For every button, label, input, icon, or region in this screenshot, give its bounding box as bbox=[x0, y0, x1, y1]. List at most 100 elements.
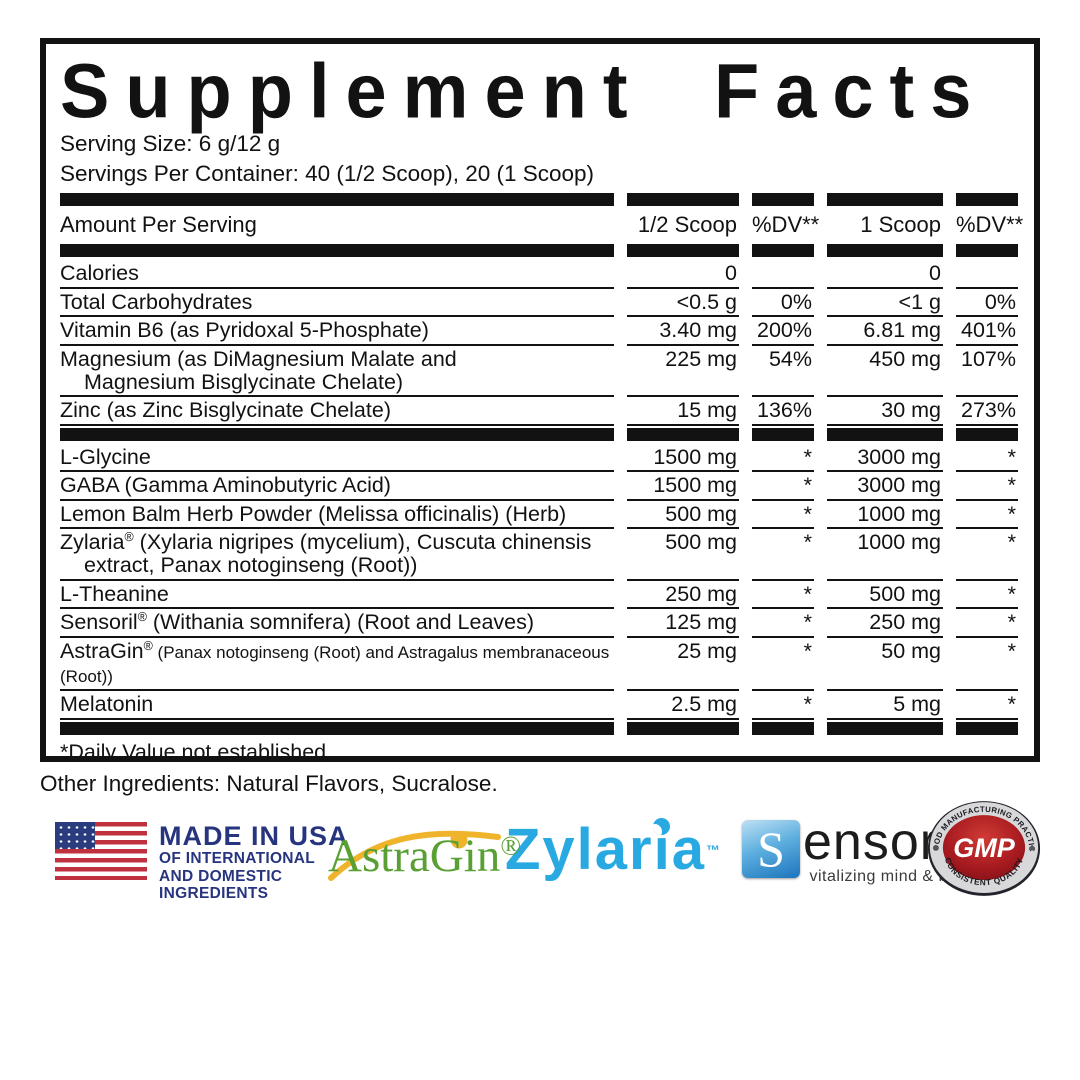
astragin-swoosh-icon bbox=[328, 830, 501, 881]
dv-half-scoop bbox=[752, 260, 814, 289]
table-row-zinc: Zinc (as Zinc Bisglycinate Chelate) 15 m… bbox=[60, 397, 1018, 426]
amount-half-scoop: 500 mg bbox=[627, 501, 739, 529]
divider-bar-segment bbox=[60, 244, 614, 257]
table-row-zylaria: Zylaria® (Xylaria nigripes (mycelium), C… bbox=[60, 529, 1018, 581]
divider-bar-segment bbox=[827, 193, 943, 206]
amount-half-scoop: 500 mg bbox=[627, 529, 739, 581]
dv-one-scoop bbox=[956, 260, 1018, 289]
amount-one-scoop: 5 mg bbox=[827, 691, 943, 720]
made-in-usa-logo: MADE IN USA OF INTERNATIONAL AND DOMESTI… bbox=[55, 822, 349, 903]
zylaria-logo: Zylarıa™ bbox=[505, 818, 722, 882]
divider-bar-segment bbox=[956, 244, 1018, 257]
amount-one-scoop: <1 g bbox=[827, 289, 943, 317]
divider-bar-segment bbox=[827, 721, 943, 735]
dv-half-scoop: * bbox=[752, 581, 814, 609]
dv-one-scoop: * bbox=[956, 691, 1018, 720]
amount-one-scoop: 3000 mg bbox=[827, 444, 943, 472]
ingredient-name: Calories bbox=[60, 260, 614, 289]
ingredient-name: Vitamin B6 (as Pyridoxal 5-Phosphate) bbox=[60, 317, 614, 346]
divider-bar bbox=[60, 244, 1018, 257]
table-row-glycine: L-Glycine 1500 mg * 3000 mg * bbox=[60, 444, 1018, 472]
other-ingredients: Other Ingredients: Natural Flavors, Sucr… bbox=[40, 771, 498, 796]
amount-one-scoop: 500 mg bbox=[827, 581, 943, 609]
table-header-row: Amount Per Serving 1/2 Scoop %DV** 1 Sco… bbox=[60, 209, 1024, 242]
dv-half-scoop: * bbox=[752, 501, 814, 529]
dv-half-scoop: * bbox=[752, 691, 814, 720]
divider-bar-segment bbox=[752, 244, 814, 257]
gmp-seal-icon: GOOD MANUFACTURING PRACTICE CONSISTENT Q… bbox=[923, 792, 1041, 896]
divider-bar-segment bbox=[956, 427, 1018, 441]
header-dv-2: %DV** bbox=[956, 212, 1024, 237]
divider-bar-segment bbox=[627, 427, 739, 441]
amount-half-scoop: <0.5 g bbox=[627, 289, 739, 317]
divider-bar bbox=[60, 721, 1018, 735]
made-in-usa-text: MADE IN USA OF INTERNATIONAL AND DOMESTI… bbox=[159, 821, 349, 902]
ingredient-name: L-Theanine bbox=[60, 581, 614, 609]
amount-half-scoop: 1500 mg bbox=[627, 444, 739, 472]
facts-table: Amount Per Serving 1/2 Scoop %DV** 1 Sco… bbox=[60, 193, 1024, 762]
supplement-facts-panel: Supplement Facts Serving Size: 6 g/12 g … bbox=[40, 38, 1040, 762]
table-row-gaba: GABA (Gamma Aminobutyric Acid) 1500 mg *… bbox=[60, 472, 1018, 501]
ingredient-name: Zinc (as Zinc Bisglycinate Chelate) bbox=[60, 397, 614, 426]
dv-half-scoop: 54% bbox=[752, 346, 814, 397]
divider-bar-segment bbox=[627, 193, 739, 206]
divider-bar bbox=[60, 193, 1018, 206]
dv-one-scoop: * bbox=[956, 638, 1018, 691]
amount-one-scoop: 50 mg bbox=[827, 638, 943, 691]
ingredient-name: Total Carbohydrates bbox=[60, 289, 614, 317]
dv-half-scoop: 136% bbox=[752, 397, 814, 426]
dv-one-scoop: * bbox=[956, 472, 1018, 501]
dv-one-scoop: 401% bbox=[956, 317, 1018, 346]
divider-bar-segment bbox=[752, 193, 814, 206]
ingredient-name: Zylaria® (Xylaria nigripes (mycelium), C… bbox=[60, 529, 614, 581]
svg-text:GMP: GMP bbox=[953, 833, 1016, 863]
sensoril-tagline: vitalizing mind & body bbox=[809, 868, 976, 885]
divider-bar-segment bbox=[60, 721, 614, 735]
header-one-scoop: 1 Scoop bbox=[860, 212, 941, 237]
amount-half-scoop: 3.40 mg bbox=[627, 317, 739, 346]
dv-one-scoop: 107% bbox=[956, 346, 1018, 397]
dv-half-scoop: * bbox=[752, 472, 814, 501]
dv-half-scoop: 200% bbox=[752, 317, 814, 346]
gmp-badge: GOOD MANUFACTURING PRACTICE CONSISTENT Q… bbox=[923, 792, 1042, 905]
amount-half-scoop: 0 bbox=[627, 260, 739, 289]
amount-one-scoop: 1000 mg bbox=[827, 501, 943, 529]
table-row-astragin: AstraGin® (Panax notoginseng (Root) and … bbox=[60, 638, 1018, 691]
amount-half-scoop: 1500 mg bbox=[627, 472, 739, 501]
dv-one-scoop: * bbox=[956, 501, 1018, 529]
dv-one-scoop: * bbox=[956, 444, 1018, 472]
dv-half-scoop: 0% bbox=[752, 289, 814, 317]
table-row-sensoril: Sensoril® (Withania somnifera) (Root and… bbox=[60, 609, 1018, 638]
amount-one-scoop: 30 mg bbox=[827, 397, 943, 426]
dv-one-scoop: 0% bbox=[956, 289, 1018, 317]
made-in-usa-title: MADE IN USA bbox=[159, 821, 349, 851]
panel-title: Supplement Facts bbox=[60, 47, 988, 135]
dv-one-scoop: * bbox=[956, 529, 1018, 581]
amount-half-scoop: 125 mg bbox=[627, 609, 739, 638]
divider-bar-segment bbox=[60, 427, 614, 441]
divider-bar-segment bbox=[60, 193, 614, 206]
table-row-melatonin: Melatonin 2.5 mg * 5 mg * bbox=[60, 691, 1018, 720]
divider-bar-segment bbox=[627, 721, 739, 735]
serving-size: Serving Size: 6 g/12 g bbox=[60, 131, 281, 156]
table-row-calories: Calories 0 0 bbox=[60, 260, 1018, 289]
table-row-vitamin-b6: Vitamin B6 (as Pyridoxal 5-Phosphate) 3.… bbox=[60, 317, 1018, 346]
table-row-lemon-balm: Lemon Balm Herb Powder (Melissa officina… bbox=[60, 501, 1018, 529]
amount-one-scoop: 450 mg bbox=[827, 346, 943, 397]
divider-bar-segment bbox=[956, 193, 1018, 206]
dv-one-scoop: 273% bbox=[956, 397, 1018, 426]
divider-bar-segment bbox=[752, 721, 814, 735]
ingredient-name: GABA (Gamma Aminobutyric Acid) bbox=[60, 472, 614, 501]
servings-per-container: Servings Per Container: 40 (1/2 Scoop), … bbox=[60, 161, 595, 186]
amount-one-scoop: 250 mg bbox=[827, 609, 943, 638]
dv-half-scoop: * bbox=[752, 444, 814, 472]
table-row-theanine: L-Theanine 250 mg * 500 mg * bbox=[60, 581, 1018, 609]
divider-bar-segment bbox=[627, 244, 739, 257]
header-amount-per-serving: Amount Per Serving bbox=[60, 212, 257, 237]
dv-half-scoop: * bbox=[752, 529, 814, 581]
footnote-daily-value: *Daily Value not established. bbox=[60, 739, 333, 762]
divider-bar-segment bbox=[827, 427, 943, 441]
amount-half-scoop: 25 mg bbox=[627, 638, 739, 691]
header-dv-1: %DV** bbox=[752, 212, 820, 237]
